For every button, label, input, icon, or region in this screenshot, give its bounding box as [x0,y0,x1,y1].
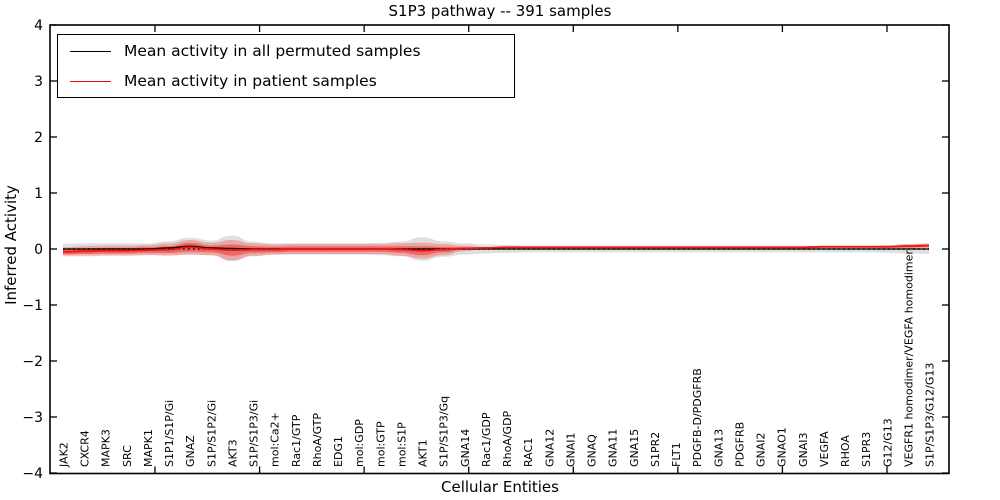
category-label: GNAI3 [797,432,810,467]
category-label: MAPK3 [100,429,113,467]
y-tick-label: −2 [22,354,43,370]
category-label: mol:S1P [395,422,408,467]
category-label: PDGFB-D/PDGFRB [691,368,704,467]
x-axis-label: Cellular Entities [441,478,559,496]
y-tick-label: −1 [22,298,43,314]
category-label: FLT1 [670,442,683,467]
category-label: S1P/S1P3/G12/G13 [924,363,937,467]
category-label: GNA13 [712,429,725,467]
category-label: Rac1/GDP [480,412,493,467]
permuted-line-sample [70,50,111,52]
category-label: GNA11 [607,429,620,467]
category-label: S1P1/S1P/Gi [163,400,176,467]
category-label: mol:Ca2+ [269,412,282,467]
category-label: MAPK1 [142,429,155,467]
category-label: S1PR3 [860,432,873,467]
legend-label-permuted: Mean activity in all permuted samples [124,42,421,60]
category-label: GNAO1 [776,427,789,467]
category-label: JAK2 [58,442,71,468]
y-tick-label: 3 [34,74,43,90]
category-label: S1P/S1P3/Gq [438,396,451,467]
y-tick-label: 1 [34,186,43,202]
category-label: SRC [121,445,134,467]
patient-mean-line [62,244,930,253]
category-label: CXCR4 [79,430,92,467]
category-label: VEGFR1 homodimer/VEGFA homodimer [902,250,915,467]
category-label: mol:GDP [353,419,366,467]
category-label: Rac1/GTP [290,414,303,467]
category-label: PDGFRB [733,422,746,467]
y-axis-label: Inferred Activity [2,185,20,305]
y-tick-label: −3 [22,410,43,426]
category-label: GNAZ [184,435,197,467]
category-label: GNA14 [459,429,472,467]
category-label: GNAQ [586,434,599,467]
y-tick-label: 2 [34,130,43,146]
category-label: RAC1 [522,438,535,467]
legend: Mean activity in all permuted samples Me… [57,34,515,98]
patient-distribution-band-outer [63,240,929,261]
category-label: AKT1 [417,439,430,467]
legend-label-patient: Mean activity in patient samples [124,72,377,90]
category-label: S1P/S1P2/Gi [205,400,218,467]
chart-title: S1P3 pathway -- 391 samples [388,2,612,20]
category-label: GNA15 [628,429,641,467]
y-tick-label: −4 [22,466,43,482]
legend-row-permuted: Mean activity in all permuted samples [70,38,504,65]
category-label: G12/G13 [881,418,894,467]
category-label: S1P/S1P3/Gi [248,400,261,467]
y-tick-label: 0 [34,242,43,258]
category-label: GNAI2 [755,432,768,467]
legend-row-patient: Mean activity in patient samples [70,68,504,95]
category-label: GNAI1 [564,432,577,467]
category-label: S1PR2 [649,432,662,467]
category-label: RhoA/GDP [501,410,514,467]
y-tick-label: 4 [34,18,43,34]
category-label: RHOA [839,435,852,467]
patient-line-sample [70,80,111,82]
category-label: EDG1 [332,436,345,467]
category-label: RhoA/GTP [311,413,324,467]
category-label: GNA12 [543,429,556,467]
category-label: mol:GTP [374,421,387,467]
category-label: VEGFA [818,431,831,467]
category-label: AKT3 [226,439,239,467]
